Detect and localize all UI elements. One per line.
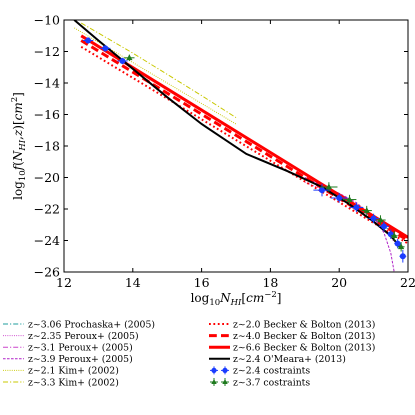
marker bbox=[353, 204, 360, 211]
data-point-z-2-4-costraints bbox=[82, 37, 94, 44]
series-line-z-2-1-kim-2002 bbox=[74, 27, 237, 125]
marker bbox=[391, 232, 398, 239]
marker bbox=[319, 187, 325, 194]
x-tick-label: 22 bbox=[400, 275, 415, 290]
legend-entry-z-2-4-o-meara-2013: z∼2.4 O'Meara+ (2013) bbox=[209, 354, 346, 365]
data-point-z-2-4-costraints bbox=[117, 57, 128, 65]
legend-marker bbox=[222, 379, 228, 384]
legend-entry-z-2-35-peroux-2005: z∼2.35 Peroux+ (2005) bbox=[3, 331, 139, 342]
y-tick-label: −16 bbox=[34, 107, 60, 122]
legend-label: z∼3.06 Prochaska+ (2005) bbox=[28, 319, 155, 330]
legend-label: z∼3.1 Peroux+ (2005) bbox=[28, 343, 133, 354]
marker bbox=[399, 253, 406, 260]
data-point-z-2-4-costraints bbox=[368, 213, 379, 224]
legend-entry-z-3-9-peroux-2005: z∼3.9 Peroux+ (2005) bbox=[3, 354, 133, 365]
y-tick-label: −26 bbox=[34, 265, 60, 280]
marker bbox=[363, 207, 370, 213]
data-point-z-2-4-costraints bbox=[313, 183, 331, 197]
series-line-z-2-0-becker-bolton-2013 bbox=[80, 45, 408, 245]
x-tick-label: 18 bbox=[262, 275, 278, 290]
marker bbox=[119, 57, 126, 64]
x-axis-label: log10NHI[cm−2] bbox=[191, 290, 282, 308]
marker bbox=[325, 183, 333, 190]
legend: z∼3.06 Prochaska+ (2005)z∼2.35 Peroux+ (… bbox=[3, 319, 375, 388]
legend-label: z∼4.0 Becker & Bolton (2013) bbox=[233, 331, 375, 342]
data-point-z-2-4-costraints bbox=[399, 249, 407, 263]
series-line-z-6-6-becker-bolton-2013 bbox=[80, 34, 408, 239]
legend-label: z∼2.0 Becker & Bolton (2013) bbox=[233, 319, 375, 330]
legend-marker bbox=[211, 379, 217, 384]
marker bbox=[380, 223, 387, 230]
legend-entry-z-2-4-costraints: z∼2.4 costraints bbox=[210, 366, 310, 377]
marker bbox=[346, 196, 353, 202]
x-tick-label: 16 bbox=[194, 275, 210, 290]
y-axis-label: log10f(NHI,z)[cm2] bbox=[10, 92, 28, 200]
y-tick-label: −12 bbox=[34, 44, 60, 59]
y-tick-label: −22 bbox=[34, 202, 60, 217]
legend-label: z∼3.9 Peroux+ (2005) bbox=[28, 354, 133, 365]
series-line-z-2-35-peroux-2005 bbox=[304, 181, 402, 248]
series-line-z-3-3-kim-2002 bbox=[80, 22, 237, 119]
legend-label: z∼2.4 O'Meara+ (2013) bbox=[233, 354, 346, 365]
legend-entry-z-4-0-becker-bolton-2013: z∼4.0 Becker & Bolton (2013) bbox=[209, 331, 375, 342]
data-point-z-3-7-costraints bbox=[124, 54, 135, 61]
legend-entry-z-2-0-becker-bolton-2013: z∼2.0 Becker & Bolton (2013) bbox=[209, 319, 375, 330]
data-point-z-2-4-costraints bbox=[378, 221, 390, 232]
data-point-z-2-4-costraints bbox=[100, 45, 111, 52]
series-line-z-2-4-o-meara-2013 bbox=[73, 20, 402, 250]
x-tick-label: 20 bbox=[331, 275, 347, 290]
marker bbox=[85, 37, 92, 44]
legend-marker bbox=[211, 367, 217, 373]
marker bbox=[370, 215, 377, 222]
legend-entry-z-2-1-kim-2002: z∼2.1 Kim+ (2002) bbox=[3, 366, 119, 377]
data-point-z-3-7-costraints bbox=[397, 242, 405, 252]
data-point-z-3-7-costraints bbox=[361, 205, 372, 216]
x-tick-label: 14 bbox=[125, 275, 141, 290]
legend-entry-z-3-3-kim-2002: z∼3.3 Kim+ (2002) bbox=[3, 377, 119, 388]
legend-marker bbox=[222, 367, 228, 373]
marker bbox=[126, 54, 133, 61]
x-tick-label: 12 bbox=[56, 275, 72, 290]
data-point-z-2-4-costraints bbox=[330, 193, 348, 203]
x-axis: 12 14 16 18 20 22 bbox=[56, 20, 415, 290]
marker bbox=[394, 240, 401, 247]
legend-entry-z-3-7-costraints: z∼3.7 costraints bbox=[210, 377, 310, 388]
data-point-z-3-7-costraints bbox=[342, 194, 357, 205]
legend-label: z∼2.1 Kim+ (2002) bbox=[28, 366, 119, 377]
y-axis: −10 −12 −14 −16 −18 −20 −22 −24 −26 bbox=[34, 13, 408, 280]
data-point-z-3-7-costraints bbox=[390, 231, 398, 241]
marker bbox=[102, 45, 109, 52]
marker bbox=[377, 216, 384, 223]
y-tick-label: −10 bbox=[34, 13, 60, 28]
data-point-z-3-7-costraints bbox=[375, 215, 386, 225]
y-tick-label: −18 bbox=[34, 139, 60, 154]
marker bbox=[397, 243, 405, 250]
legend-entry-z-3-06-prochaska-2005: z∼3.06 Prochaska+ (2005) bbox=[3, 319, 155, 330]
y-tick-label: −14 bbox=[34, 76, 60, 91]
legend-label: z∼3.3 Kim+ (2002) bbox=[28, 377, 119, 388]
y-tick-label: −20 bbox=[34, 170, 60, 185]
legend-entry-z-6-6-becker-bolton-2013: z∼6.6 Becker & Bolton (2013) bbox=[209, 343, 375, 354]
marker bbox=[336, 194, 343, 201]
legend-entry-z-3-1-peroux-2005: z∼3.1 Peroux+ (2005) bbox=[3, 343, 133, 354]
y-tick-label: −24 bbox=[34, 233, 60, 248]
legend-label: z∼6.6 Becker & Bolton (2013) bbox=[233, 343, 375, 354]
legend-label: z∼2.4 costraints bbox=[233, 366, 310, 377]
legend-label: z∼2.35 Peroux+ (2005) bbox=[28, 331, 139, 342]
data-point-z-2-4-costraints bbox=[349, 202, 364, 213]
legend-label: z∼3.7 costraints bbox=[233, 377, 310, 388]
data-point-z-3-7-costraints bbox=[320, 182, 338, 192]
